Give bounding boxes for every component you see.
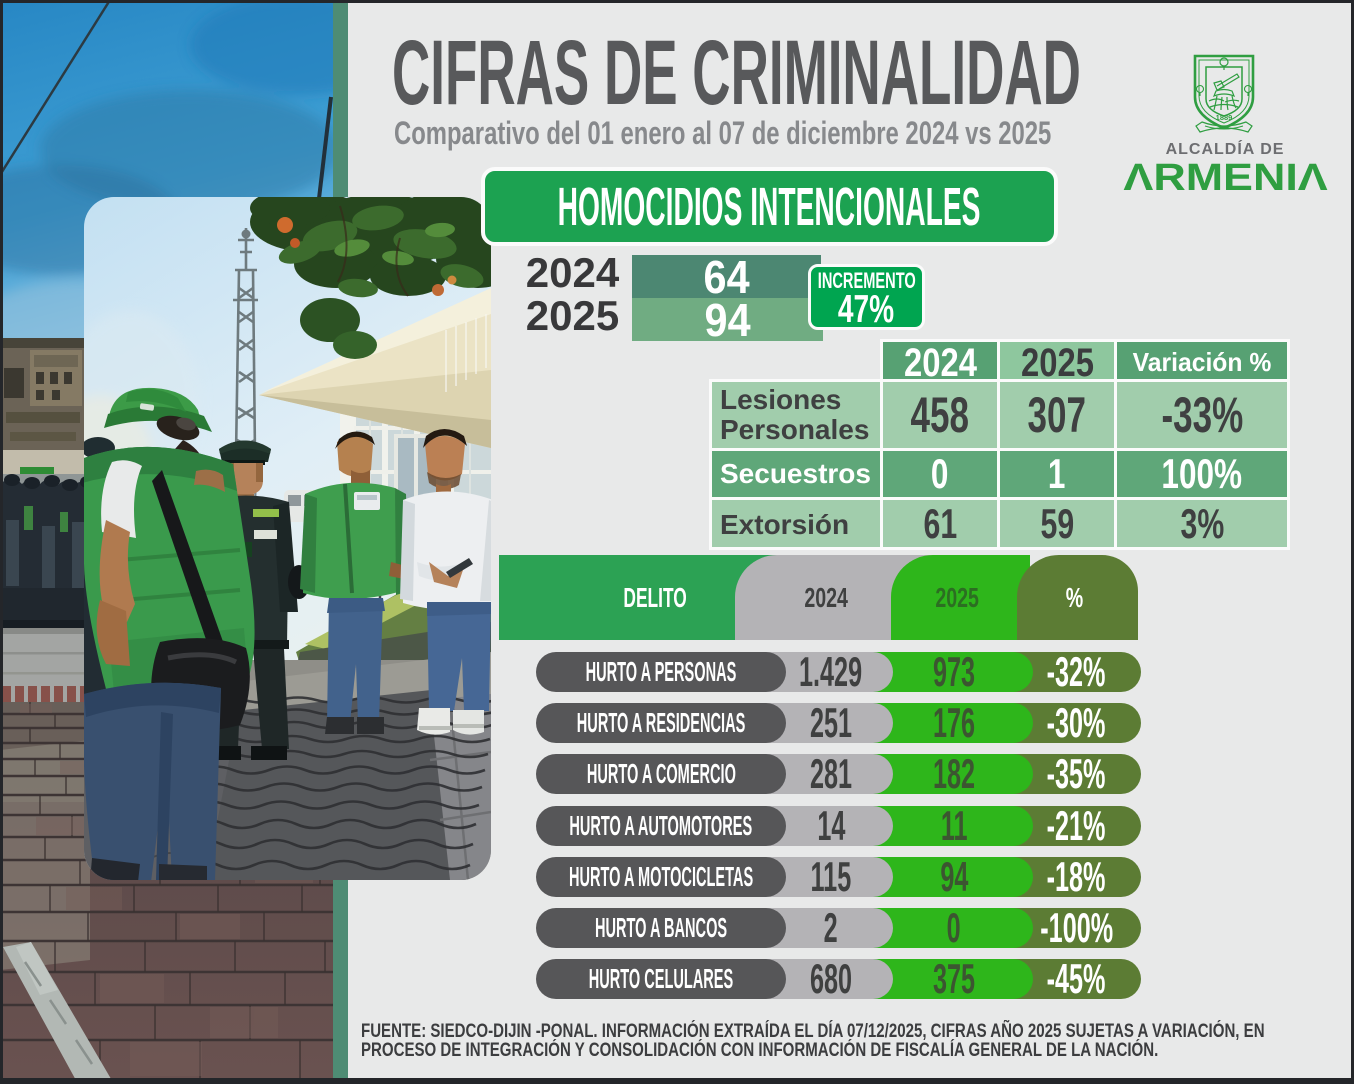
svg-text:1889: 1889 xyxy=(1216,113,1233,122)
